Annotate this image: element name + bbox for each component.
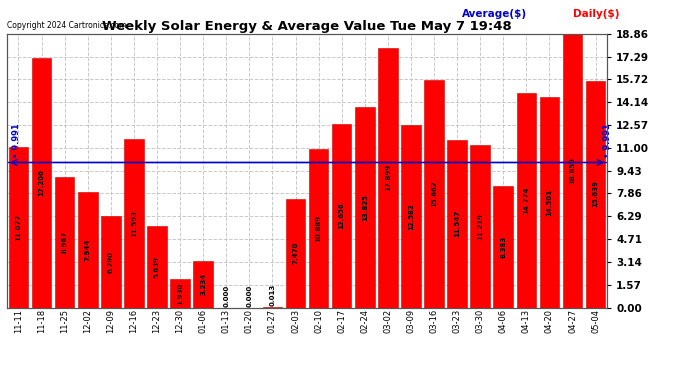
Text: 0.013: 0.013 (269, 284, 275, 306)
Bar (493, 186, 513, 308)
Text: 7.470: 7.470 (293, 242, 299, 264)
Text: 12.656: 12.656 (339, 202, 345, 229)
Text: 0.000: 0.000 (246, 285, 253, 307)
Text: 11.219: 11.219 (477, 213, 483, 240)
Text: 6.290: 6.290 (108, 251, 114, 273)
Text: 18.859: 18.859 (569, 157, 575, 184)
Bar (170, 279, 190, 308)
Text: 5.639: 5.639 (154, 256, 160, 278)
Text: 3.234: 3.234 (200, 273, 206, 295)
Text: 8.383: 8.383 (500, 236, 506, 258)
Text: 0.000: 0.000 (224, 285, 229, 307)
Bar (55, 177, 75, 308)
Text: 17.206: 17.206 (39, 169, 45, 196)
Bar (586, 81, 605, 308)
Bar (447, 140, 467, 308)
Bar (147, 226, 167, 308)
Text: Copyright 2024 Cartronics.com: Copyright 2024 Cartronics.com (7, 21, 126, 30)
Bar (286, 199, 305, 308)
Bar (401, 125, 421, 308)
Bar (309, 150, 328, 308)
Text: 1.930: 1.930 (177, 282, 183, 304)
Text: 14.501: 14.501 (546, 189, 553, 216)
Bar (563, 34, 582, 308)
Text: Daily($): Daily($) (573, 9, 619, 20)
Text: 8.967: 8.967 (61, 231, 68, 254)
Text: 15.639: 15.639 (593, 181, 599, 207)
Bar (124, 139, 144, 308)
Text: 7.944: 7.944 (85, 238, 90, 261)
Bar (101, 216, 121, 308)
Title: Weekly Solar Energy & Average Value Tue May 7 19:48: Weekly Solar Energy & Average Value Tue … (102, 20, 512, 33)
Text: 11.593: 11.593 (131, 210, 137, 237)
Text: 15.662: 15.662 (431, 180, 437, 207)
Bar (9, 147, 28, 308)
Text: • 9.991: • 9.991 (602, 123, 611, 158)
Bar (424, 80, 444, 308)
Bar (193, 261, 213, 308)
Bar (78, 192, 97, 308)
Text: 11.077: 11.077 (15, 213, 21, 241)
Bar (332, 124, 351, 308)
Bar (355, 107, 375, 307)
Text: 11.547: 11.547 (454, 210, 460, 237)
Text: 17.899: 17.899 (385, 164, 391, 191)
Bar (540, 97, 560, 308)
Text: Average($): Average($) (462, 9, 527, 20)
Bar (32, 58, 51, 308)
Text: 13.825: 13.825 (362, 194, 368, 220)
Text: 14.774: 14.774 (524, 187, 529, 214)
Bar (378, 48, 397, 308)
Text: 10.889: 10.889 (315, 215, 322, 242)
Bar (471, 145, 490, 308)
Bar (517, 93, 536, 308)
Text: • 9.991: • 9.991 (12, 123, 21, 158)
Text: 12.582: 12.582 (408, 203, 414, 229)
